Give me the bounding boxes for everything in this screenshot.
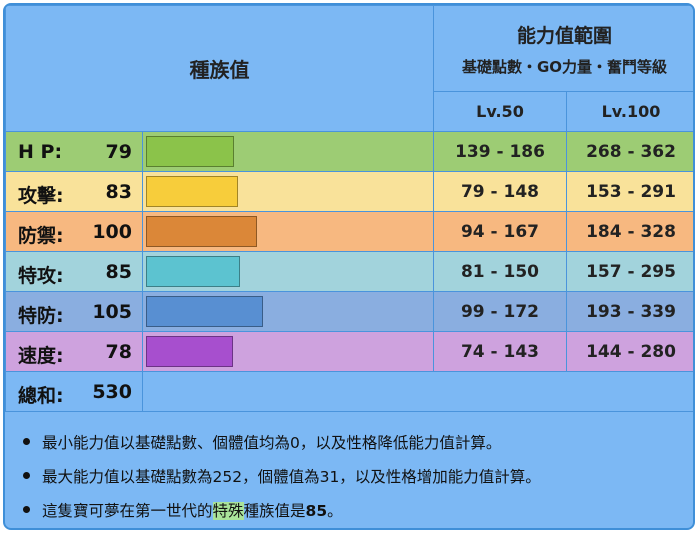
stat-row-defense: 防禦: 100 94 - 167 184 - 328: [5, 211, 693, 252]
note-gen1-suffix: 。: [327, 502, 343, 520]
stat-lv50-range: 81 - 150: [433, 251, 567, 292]
stat-bar: [146, 136, 234, 167]
stat-name: 防禦:: [18, 225, 64, 247]
stat-row-speed: 速度: 78 74 - 143 144 - 280: [5, 331, 693, 372]
total-name: 總和:: [18, 385, 64, 407]
total-label-cell: 總和: 530: [5, 371, 143, 412]
bullet-icon: [23, 472, 30, 479]
stat-bar: [146, 256, 240, 287]
stat-lv50-range: 99 - 172: [433, 291, 567, 332]
stat-name: 特攻:: [18, 265, 64, 287]
stat-lv50-range: 74 - 143: [433, 331, 567, 372]
bullet-icon: [23, 438, 30, 445]
note-gen1-prefix: 這隻寶可夢在第一世代的: [42, 502, 213, 520]
stat-label-cell: 防禦: 100: [5, 211, 143, 252]
stat-range-subtitle: 基礎點數・GO力量・奮鬥等級: [461, 57, 668, 76]
stat-bar-cell: [142, 131, 434, 172]
stat-lv50-range: 79 - 148: [433, 171, 567, 212]
notes-list: 最小能力值以基礎點數、個體值均為0，以及性格降低能力值計算。 最大能力值以基礎點…: [5, 412, 693, 528]
stat-lv50-range: 139 - 186: [433, 131, 567, 172]
stat-value: 105: [92, 301, 132, 323]
note-min-stat: 最小能力值以基礎點數、個體值均為0，以及性格降低能力值計算。: [23, 426, 693, 460]
stat-label-cell: 速度: 78: [5, 331, 143, 372]
stat-name: 特防:: [18, 305, 64, 327]
stat-name: 攻擊:: [18, 185, 64, 207]
stat-row-sp-attack: 特攻: 85 81 - 150 157 - 295: [5, 251, 693, 292]
lv50-header: Lv.50: [433, 91, 567, 132]
stat-label-cell: 特防: 105: [5, 291, 143, 332]
note-max-stat: 最大能力值以基礎點數為252，個體值為31，以及性格增加能力值計算。: [23, 460, 693, 494]
stat-bar-cell: [142, 291, 434, 332]
note-gen1-value: 85: [305, 502, 328, 520]
stat-lv100-range: 268 - 362: [565, 131, 693, 172]
stat-bar: [146, 216, 257, 247]
stat-row-sp-defense: 特防: 105 99 - 172 193 - 339: [5, 291, 693, 332]
stat-label-cell: 特攻: 85: [5, 251, 143, 292]
stat-label-cell: 攻擊: 83: [5, 171, 143, 212]
stat-label-cell: H P: 79: [5, 131, 143, 172]
special-stat-link[interactable]: 特殊: [212, 502, 244, 520]
base-stats-table: 種族值 能力值範圍 基礎點數・GO力量・奮鬥等級 Lv.50 Lv.100 H …: [5, 5, 693, 412]
stat-name: H P:: [18, 141, 63, 163]
stat-lv100-range: 153 - 291: [565, 171, 693, 212]
stat-lv100-range: 193 - 339: [565, 291, 693, 332]
stat-bar-cell: [142, 211, 434, 252]
note-gen1-special: 這隻寶可夢在第一世代的特殊種族值是85。: [23, 494, 693, 528]
stat-bar: [146, 296, 263, 327]
stat-lv50-range: 94 - 167: [433, 211, 567, 252]
stat-lv100-range: 184 - 328: [565, 211, 693, 252]
note-min-text: 最小能力值以基礎點數、個體值均為0，以及性格降低能力值計算。: [42, 434, 502, 452]
stat-row-attack: 攻擊: 83 79 - 148 153 - 291: [5, 171, 693, 212]
stat-value: 79: [105, 141, 132, 163]
stat-value: 83: [105, 181, 132, 203]
stat-lv100-range: 144 - 280: [565, 331, 693, 372]
stat-row-total: 總和: 530: [5, 371, 693, 412]
total-empty-cell: [141, 371, 693, 412]
stat-bar-cell: [142, 251, 434, 292]
total-value: 530: [92, 381, 132, 403]
stat-name: 速度:: [18, 345, 64, 367]
stat-bar: [146, 336, 233, 367]
base-stats-header: 種族值: [5, 5, 434, 132]
stat-bar: [146, 176, 238, 207]
stat-bar-cell: [142, 331, 434, 372]
note-gen1-middle: 種族值是: [243, 502, 306, 520]
lv100-header: Lv.100: [565, 91, 693, 132]
stat-value: 85: [105, 261, 132, 283]
stat-lv100-range: 157 - 295: [565, 251, 693, 292]
stat-value: 100: [92, 221, 132, 243]
note-max-text: 最大能力值以基礎點數為252，個體值為31，以及性格增加能力值計算。: [42, 468, 541, 486]
stat-value: 78: [105, 341, 132, 363]
stat-bar-cell: [142, 171, 434, 212]
bullet-icon: [23, 506, 30, 513]
base-stats-panel: 種族值 能力值範圍 基礎點數・GO力量・奮鬥等級 Lv.50 Lv.100 H …: [3, 3, 695, 530]
stat-range-header: 能力值範圍 基礎點數・GO力量・奮鬥等級: [432, 5, 693, 92]
stat-row-hp: H P: 79 139 - 186 268 - 362: [5, 131, 693, 172]
stat-range-title: 能力值範圍: [517, 24, 613, 47]
